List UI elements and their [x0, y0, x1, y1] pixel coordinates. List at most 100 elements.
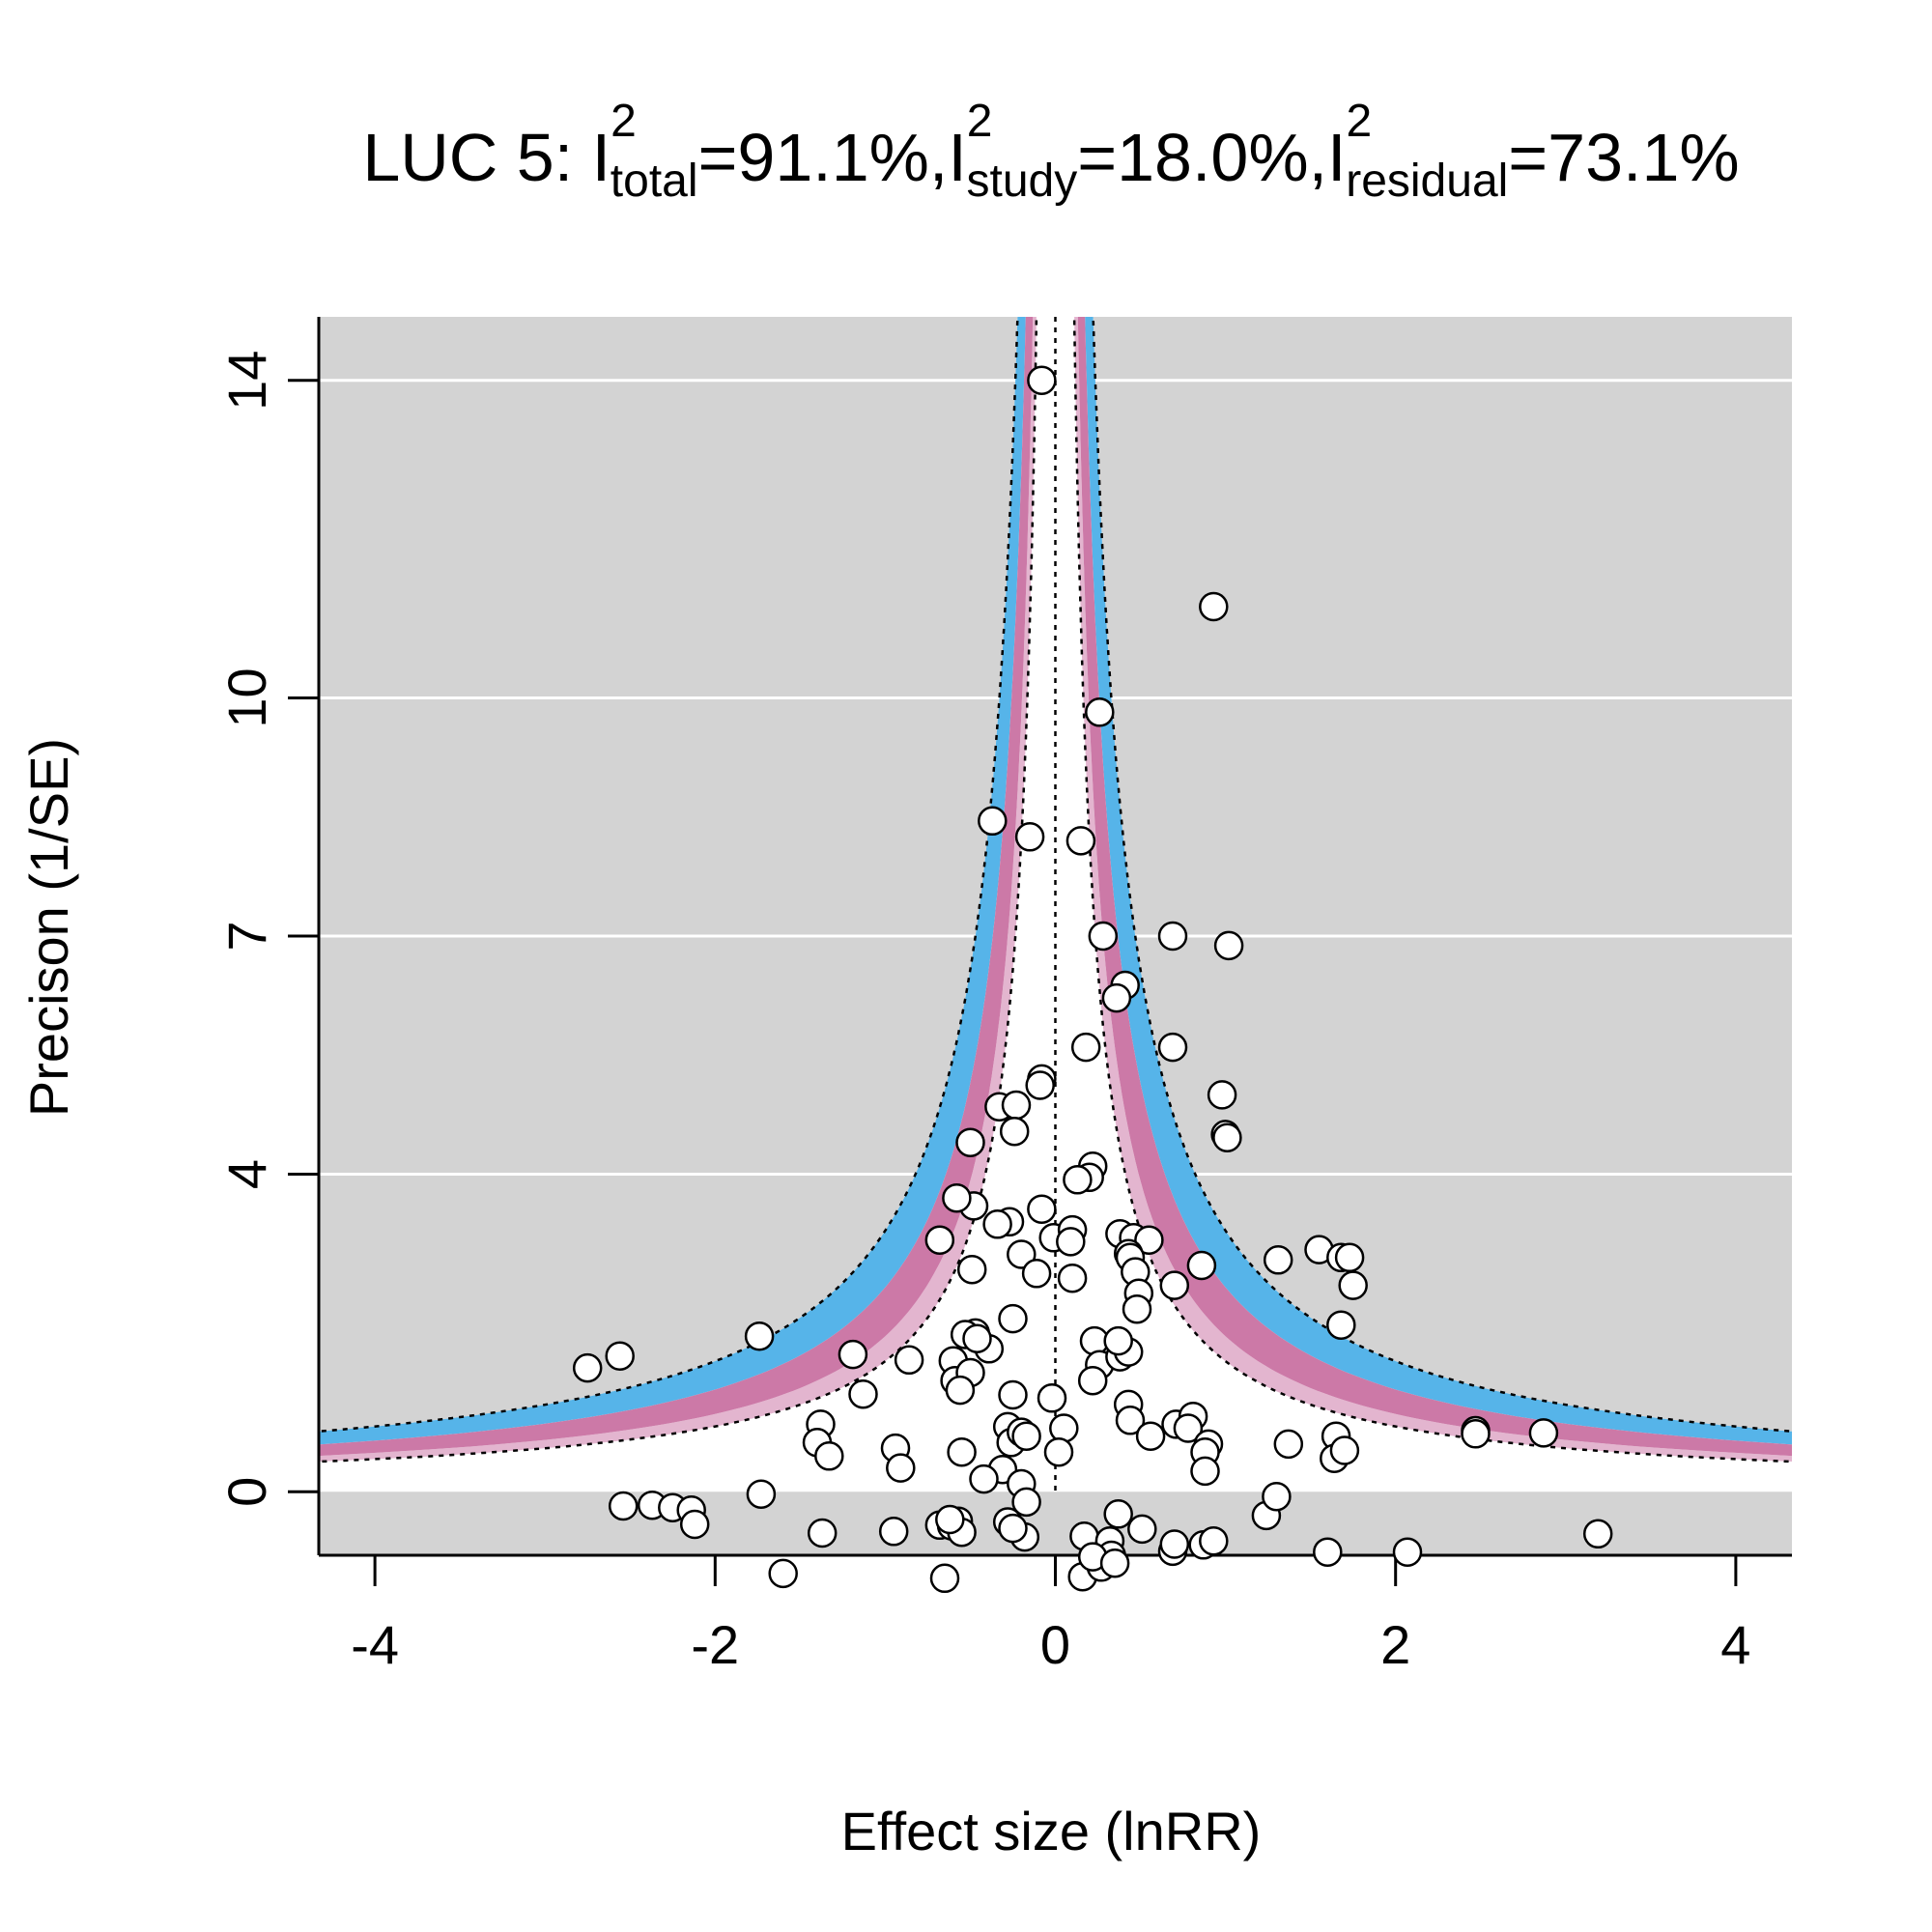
data-point — [894, 1345, 924, 1376]
data-point — [998, 1513, 1028, 1544]
data-point — [1049, 1413, 1079, 1443]
data-point — [746, 1479, 777, 1509]
data-point — [1528, 1418, 1559, 1448]
data-point — [978, 806, 1008, 837]
data-point — [942, 1182, 972, 1213]
data-point — [1077, 1365, 1108, 1396]
data-point — [1056, 1227, 1086, 1257]
y-tick-label: 0 — [216, 1477, 277, 1507]
data-point — [1065, 826, 1096, 856]
data-point — [1057, 1263, 1088, 1293]
data-point — [1021, 1259, 1052, 1289]
data-point — [807, 1518, 838, 1548]
x-axis-label: Effect size (lnRR) — [841, 1801, 1262, 1861]
data-point — [1392, 1537, 1423, 1567]
funnel-boundary-line — [1092, 317, 1792, 1434]
data-point — [1263, 1245, 1293, 1275]
title-value-study: =18.0%, — [1077, 120, 1327, 195]
data-point — [848, 1378, 878, 1409]
data-point — [999, 1116, 1030, 1147]
data-point — [1011, 1421, 1041, 1451]
data-point — [924, 1225, 955, 1255]
data-point — [605, 1341, 635, 1371]
title-sub-residual: residual — [1346, 156, 1508, 207]
data-point — [935, 1504, 965, 1535]
data-point — [1582, 1519, 1613, 1549]
data-point — [1159, 1270, 1190, 1300]
title-value-residual: =73.1% — [1508, 120, 1739, 195]
data-point — [878, 1517, 909, 1547]
data-point — [1207, 1080, 1237, 1110]
data-point — [1334, 1242, 1365, 1273]
y-tick-label: 7 — [216, 921, 277, 951]
data-point — [1273, 1429, 1304, 1460]
data-point — [1007, 1239, 1037, 1269]
data-point — [947, 1436, 977, 1467]
data-point — [1101, 982, 1132, 1013]
title-value-total: =91.1%, — [698, 120, 949, 195]
data-point — [1001, 1090, 1032, 1121]
data-point — [838, 1339, 868, 1370]
x-tick-label: -2 — [691, 1614, 739, 1675]
data-point — [1027, 365, 1057, 395]
data-point — [608, 1491, 639, 1521]
title-sup-residual: 2 — [1347, 96, 1373, 147]
data-point — [886, 1453, 916, 1483]
data-point — [1135, 1421, 1166, 1451]
plot-area — [319, 317, 1792, 1555]
title-i-study: I — [948, 120, 966, 195]
title-i-residual: I — [1327, 120, 1346, 195]
data-point — [1338, 1270, 1368, 1300]
data-point — [1173, 1413, 1204, 1443]
data-point — [1157, 921, 1188, 952]
data-point — [572, 1352, 603, 1383]
title-sup-total: 2 — [611, 96, 637, 147]
data-point — [945, 1375, 976, 1406]
data-point — [1085, 697, 1115, 727]
data-point — [1199, 591, 1229, 622]
data-point — [1326, 1310, 1356, 1340]
data-point — [1063, 1165, 1093, 1195]
data-point — [1043, 1436, 1074, 1467]
data-point — [1262, 1481, 1292, 1512]
data-point — [1037, 1383, 1067, 1413]
data-point — [998, 1303, 1028, 1334]
data-point — [744, 1321, 775, 1351]
data-point — [1190, 1456, 1220, 1487]
y-tick-label: 10 — [216, 668, 277, 727]
y-tick-label: 4 — [216, 1159, 277, 1189]
data-point — [1027, 1194, 1057, 1224]
x-tick-label: 4 — [1720, 1614, 1750, 1675]
data-point — [1122, 1293, 1152, 1324]
data-point — [1070, 1032, 1101, 1063]
title-i-total: I — [592, 120, 611, 195]
title-prefix: LUC 5: — [362, 120, 591, 195]
data-point — [1134, 1225, 1164, 1255]
x-tick-label: 0 — [1040, 1614, 1070, 1675]
data-point — [1212, 1122, 1242, 1152]
y-axis-label: Precison (1/SE) — [18, 738, 79, 1117]
data-point — [1025, 1070, 1055, 1100]
data-point — [1088, 921, 1119, 952]
funnel-boundary-line — [1072, 317, 1792, 1463]
title-sub-study: study — [967, 156, 1078, 207]
data-point — [814, 1441, 844, 1471]
funnel-boundary-line — [319, 317, 1038, 1463]
data-point — [1103, 1325, 1133, 1356]
axes: -4 -2 0 2 4 0 4 7 10 14 — [216, 317, 1792, 1675]
data-point — [955, 1127, 985, 1157]
data-point — [1103, 1499, 1133, 1529]
data-point — [1313, 1537, 1343, 1567]
data-point — [1159, 1529, 1190, 1559]
data-point — [982, 1209, 1012, 1239]
chart-title: LUC 5: I2 total=91.1%,I2 study=18.0%,I2 res… — [362, 96, 1739, 207]
data-point — [1461, 1419, 1491, 1449]
data-point — [1213, 930, 1244, 961]
data-point — [962, 1323, 992, 1353]
data-point — [768, 1558, 798, 1589]
data-point — [1011, 1487, 1041, 1518]
data-point — [1157, 1032, 1188, 1063]
y-tick-label: 14 — [216, 351, 277, 411]
title-sub-total: total — [611, 156, 698, 207]
